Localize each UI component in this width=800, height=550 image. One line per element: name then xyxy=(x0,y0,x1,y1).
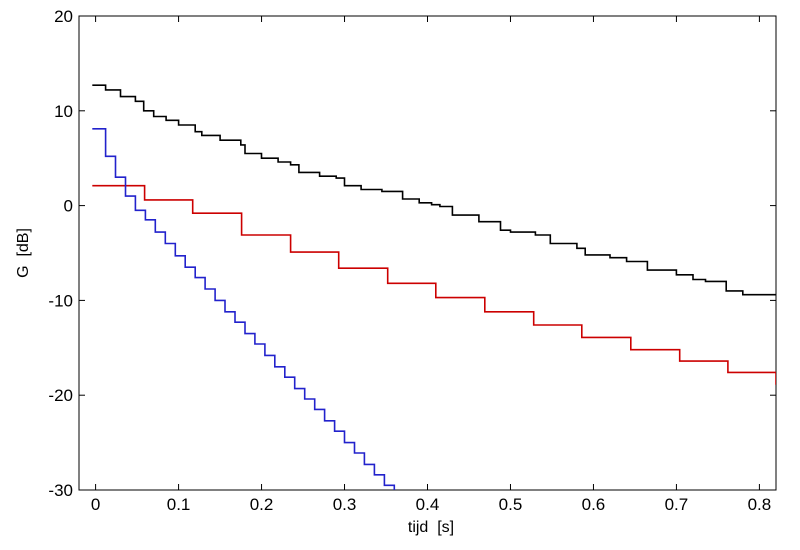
plot-area xyxy=(79,16,776,490)
x-tick-label: 0 xyxy=(91,495,100,514)
x-tick-label: 0.8 xyxy=(748,495,772,514)
x-tick-label: 0.5 xyxy=(499,495,523,514)
x-tick-label: 0.1 xyxy=(167,495,191,514)
x-axis-label: tijd [s] xyxy=(408,519,454,536)
x-tick-label: 0.7 xyxy=(665,495,689,514)
y-axis-label: G [dB] xyxy=(15,228,32,278)
y-tick-label: 20 xyxy=(54,7,73,26)
x-tick-label: 0.3 xyxy=(333,495,357,514)
y-tick-label: -20 xyxy=(48,386,73,405)
x-tick-label: 0.2 xyxy=(250,495,274,514)
y-tick-label: -10 xyxy=(48,291,73,310)
y-tick-label: 10 xyxy=(54,102,73,121)
x-tick-label: 0.4 xyxy=(416,495,440,514)
x-tick-label: 0.6 xyxy=(582,495,606,514)
y-tick-label: -30 xyxy=(48,481,73,500)
y-tick-label: 0 xyxy=(64,197,73,216)
